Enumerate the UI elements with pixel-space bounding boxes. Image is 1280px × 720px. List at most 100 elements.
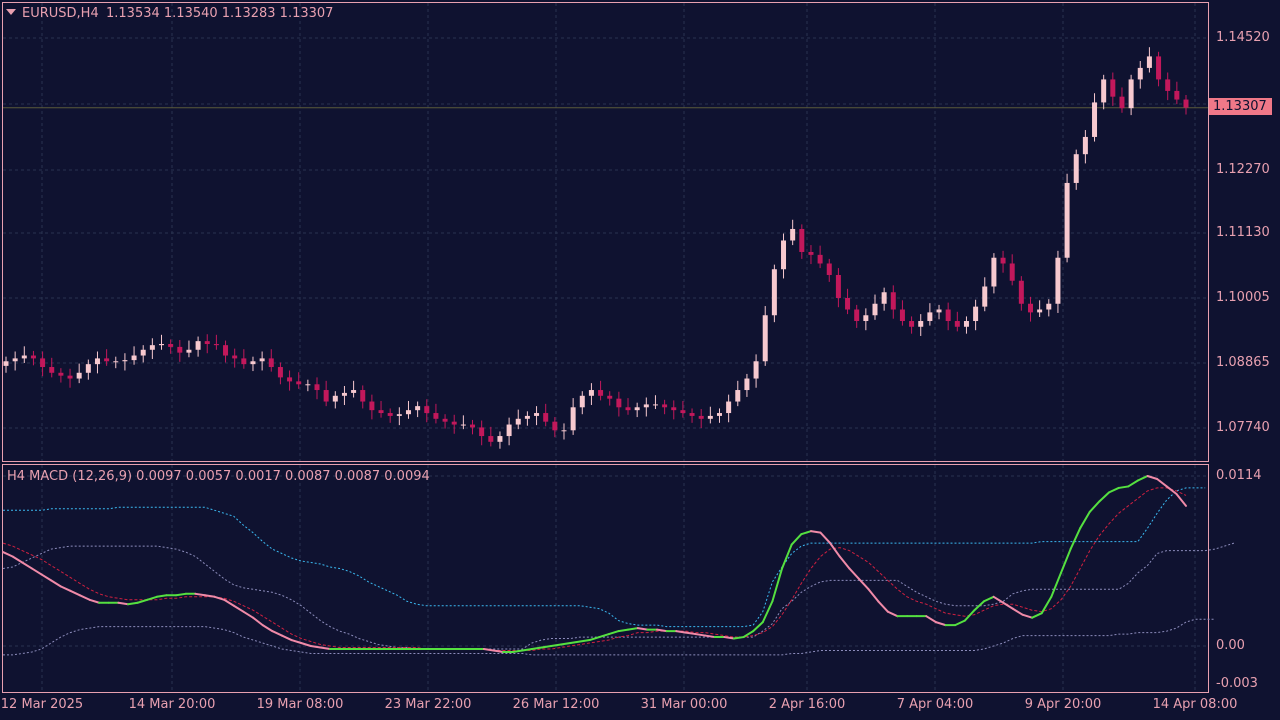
macd-line-segment — [848, 567, 860, 580]
candle-body — [241, 358, 247, 365]
candle-body — [12, 358, 18, 362]
macd-line-segment — [1108, 486, 1120, 494]
macd-indicator-label: H4 MACD (12,26,9) 0.0097 0.0057 0.0017 0… — [7, 469, 430, 484]
price-axis-tick: 1.12270 — [1216, 162, 1270, 177]
candle-body — [781, 240, 787, 270]
candle-body — [854, 309, 860, 322]
candle-body — [250, 361, 256, 365]
candle-body — [332, 395, 338, 402]
candle-body — [552, 421, 558, 431]
candle-body — [378, 410, 384, 414]
candle-body — [909, 321, 915, 327]
candle-body — [405, 410, 411, 415]
macd-line-segment — [1088, 500, 1101, 513]
time-axis-tick: 2 Apr 16:00 — [768, 697, 846, 712]
time-axis-tick: 9 Apr 20:00 — [1024, 697, 1102, 712]
candle-body — [30, 355, 36, 359]
candle-body — [424, 406, 430, 414]
macd-line-segment — [636, 627, 649, 631]
candle-body — [488, 436, 494, 442]
macd-line-segment — [155, 594, 168, 598]
macd-line-segment — [617, 628, 630, 633]
candle-body — [1027, 303, 1033, 313]
price-pane-border — [2, 2, 1209, 462]
triangle-down-icon[interactable] — [6, 9, 16, 15]
candle-body — [1156, 56, 1162, 80]
macd-line-segment — [607, 630, 620, 636]
candle-body — [1110, 79, 1116, 97]
candle-body — [1092, 102, 1098, 137]
macd-line-segment — [21, 561, 33, 570]
candle-body — [881, 292, 887, 304]
candle-body — [671, 407, 677, 411]
macd-line-segment — [809, 530, 822, 534]
macd-line-segment — [261, 624, 274, 633]
macd-line-segment — [771, 567, 784, 603]
candle-body — [744, 378, 750, 391]
macd-line-segment — [271, 630, 283, 637]
candle-body — [890, 292, 896, 310]
macd-line-segment — [136, 598, 149, 604]
candle-body — [1018, 280, 1024, 304]
candle-body — [305, 384, 311, 386]
candle-body — [1146, 56, 1152, 68]
candle-body — [634, 407, 640, 411]
lower-band-line — [3, 618, 1215, 656]
candle-body — [3, 361, 9, 366]
macd-line-segment — [877, 600, 889, 613]
candle-body — [186, 349, 192, 353]
candle-body — [168, 344, 174, 347]
candle-body — [140, 349, 146, 356]
candle-body — [341, 392, 347, 396]
candle-body — [954, 321, 960, 327]
candle-body — [204, 341, 210, 345]
time-axis-tick: 12 Mar 2025 — [0, 697, 84, 712]
candle-body — [945, 309, 951, 322]
candle-body — [1082, 136, 1088, 155]
macd-line-segment — [925, 615, 937, 624]
candle-body — [149, 345, 155, 350]
candle-body — [460, 424, 466, 426]
candle-body — [159, 344, 165, 346]
macd-line-segment — [78, 594, 91, 601]
macd-line-segment — [1156, 477, 1168, 488]
candle-body — [1046, 303, 1052, 310]
macd-axis-tick: 0.0114 — [1216, 468, 1262, 483]
candle-body — [662, 404, 668, 408]
macd-line-segment — [40, 573, 53, 582]
macd-line-segment — [983, 595, 995, 603]
candle-body — [1009, 263, 1015, 281]
macd-line-segment — [1050, 571, 1062, 598]
macd-line-segment — [280, 634, 293, 642]
candle-body — [85, 364, 91, 373]
candle-body — [497, 436, 503, 442]
candle-body — [415, 406, 421, 411]
macd-line-segment — [1136, 475, 1149, 482]
candle-body — [899, 309, 905, 322]
candle-body — [524, 415, 530, 419]
candle-body — [40, 358, 46, 368]
macd-line-segment — [290, 639, 303, 645]
macd-line-segment — [1079, 510, 1091, 530]
signal-line — [2, 487, 1187, 651]
macd-pane-border — [2, 464, 1209, 693]
time-axis-tick: 26 Mar 12:00 — [512, 697, 600, 712]
macd-axis-tick: 0.00 — [1216, 638, 1245, 653]
macd-line-segment — [598, 633, 610, 639]
candle-body — [314, 384, 320, 391]
macd-line-segment — [559, 642, 572, 646]
current-price-tag: 1.13307 — [1209, 98, 1272, 115]
macd-line-segment — [194, 592, 206, 597]
candle-body — [872, 303, 878, 316]
macd-line-segment — [213, 595, 226, 601]
macd-line-segment — [588, 636, 601, 642]
macd-line-segment — [11, 555, 24, 564]
macd-line-segment — [242, 610, 255, 619]
candle-body — [616, 398, 622, 408]
macd-line-segment — [742, 630, 755, 639]
macd-line-segment — [675, 630, 687, 634]
candle-body — [991, 257, 997, 287]
macd-line-segment — [1040, 595, 1053, 615]
